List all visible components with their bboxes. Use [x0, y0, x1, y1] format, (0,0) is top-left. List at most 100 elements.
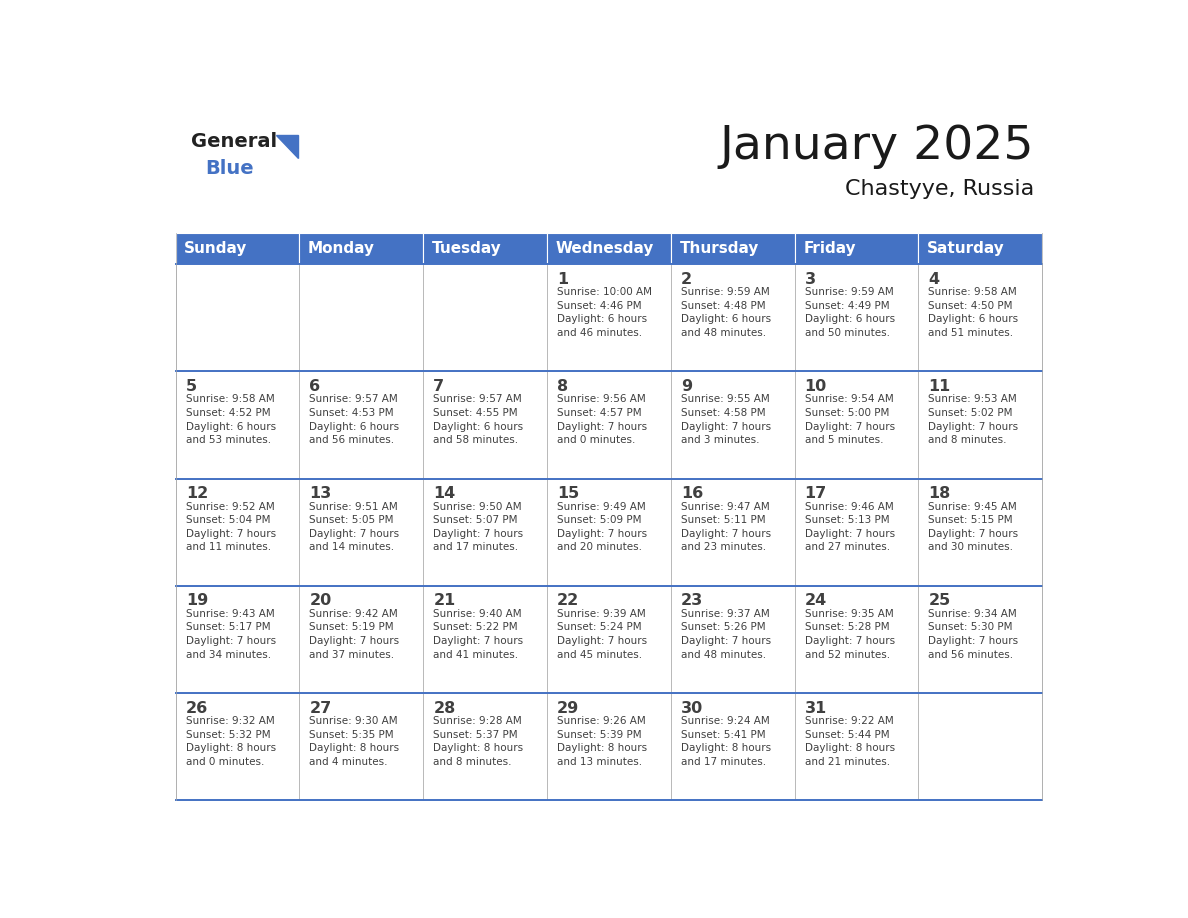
Bar	[918, 372, 1042, 478]
Text: 29: 29	[557, 700, 580, 716]
Bar	[423, 264, 546, 372]
Text: Thursday: Thursday	[680, 241, 759, 256]
Text: Sunrise: 9:32 AM
Sunset: 5:32 PM
Daylight: 8 hours
and 0 minutes.: Sunrise: 9:32 AM Sunset: 5:32 PM Dayligh…	[185, 716, 276, 767]
Text: 25: 25	[928, 593, 950, 609]
Text: Sunrise: 9:47 AM
Sunset: 5:11 PM
Daylight: 7 hours
and 23 minutes.: Sunrise: 9:47 AM Sunset: 5:11 PM Dayligh…	[681, 501, 771, 553]
Text: 16: 16	[681, 487, 703, 501]
Text: General: General	[191, 131, 277, 151]
Text: Sunrise: 9:57 AM
Sunset: 4:55 PM
Daylight: 6 hours
and 58 minutes.: Sunrise: 9:57 AM Sunset: 4:55 PM Dayligh…	[434, 395, 524, 445]
Bar	[918, 233, 1042, 264]
Bar	[176, 233, 299, 264]
Bar	[299, 586, 423, 693]
Text: January 2025: January 2025	[720, 124, 1035, 169]
Bar	[918, 586, 1042, 693]
Text: Sunrise: 9:58 AM
Sunset: 4:50 PM
Daylight: 6 hours
and 51 minutes.: Sunrise: 9:58 AM Sunset: 4:50 PM Dayligh…	[928, 287, 1018, 338]
Bar	[423, 478, 546, 586]
Text: Sunrise: 9:56 AM
Sunset: 4:57 PM
Daylight: 7 hours
and 0 minutes.: Sunrise: 9:56 AM Sunset: 4:57 PM Dayligh…	[557, 395, 647, 445]
Text: 5: 5	[185, 379, 197, 394]
Text: Sunrise: 9:22 AM
Sunset: 5:44 PM
Daylight: 8 hours
and 21 minutes.: Sunrise: 9:22 AM Sunset: 5:44 PM Dayligh…	[804, 716, 895, 767]
Bar	[671, 264, 795, 372]
Text: Sunrise: 9:39 AM
Sunset: 5:24 PM
Daylight: 7 hours
and 45 minutes.: Sunrise: 9:39 AM Sunset: 5:24 PM Dayligh…	[557, 609, 647, 660]
Text: Sunrise: 9:30 AM
Sunset: 5:35 PM
Daylight: 8 hours
and 4 minutes.: Sunrise: 9:30 AM Sunset: 5:35 PM Dayligh…	[310, 716, 399, 767]
Bar	[423, 586, 546, 693]
Text: 17: 17	[804, 487, 827, 501]
Text: 2: 2	[681, 272, 691, 286]
Text: Sunrise: 9:37 AM
Sunset: 5:26 PM
Daylight: 7 hours
and 48 minutes.: Sunrise: 9:37 AM Sunset: 5:26 PM Dayligh…	[681, 609, 771, 660]
Text: 12: 12	[185, 487, 208, 501]
Bar	[546, 693, 671, 800]
Text: 26: 26	[185, 700, 208, 716]
Bar	[176, 586, 299, 693]
Text: 24: 24	[804, 593, 827, 609]
Bar	[423, 693, 546, 800]
Bar	[299, 233, 423, 264]
Bar	[176, 693, 299, 800]
Bar	[423, 233, 546, 264]
Bar	[299, 478, 423, 586]
Text: Sunrise: 9:42 AM
Sunset: 5:19 PM
Daylight: 7 hours
and 37 minutes.: Sunrise: 9:42 AM Sunset: 5:19 PM Dayligh…	[310, 609, 399, 660]
Text: 31: 31	[804, 700, 827, 716]
Bar	[671, 586, 795, 693]
Text: Sunrise: 9:55 AM
Sunset: 4:58 PM
Daylight: 7 hours
and 3 minutes.: Sunrise: 9:55 AM Sunset: 4:58 PM Dayligh…	[681, 395, 771, 445]
Bar	[546, 586, 671, 693]
Text: 30: 30	[681, 700, 703, 716]
Text: Tuesday: Tuesday	[432, 241, 501, 256]
Bar	[546, 372, 671, 478]
Bar	[546, 478, 671, 586]
Polygon shape	[277, 135, 298, 158]
Text: 6: 6	[310, 379, 321, 394]
Text: Sunrise: 9:40 AM
Sunset: 5:22 PM
Daylight: 7 hours
and 41 minutes.: Sunrise: 9:40 AM Sunset: 5:22 PM Dayligh…	[434, 609, 524, 660]
Text: Sunrise: 9:58 AM
Sunset: 4:52 PM
Daylight: 6 hours
and 53 minutes.: Sunrise: 9:58 AM Sunset: 4:52 PM Dayligh…	[185, 395, 276, 445]
Text: Sunrise: 9:49 AM
Sunset: 5:09 PM
Daylight: 7 hours
and 20 minutes.: Sunrise: 9:49 AM Sunset: 5:09 PM Dayligh…	[557, 501, 647, 553]
Bar	[423, 372, 546, 478]
Bar	[299, 264, 423, 372]
Text: Sunrise: 9:54 AM
Sunset: 5:00 PM
Daylight: 7 hours
and 5 minutes.: Sunrise: 9:54 AM Sunset: 5:00 PM Dayligh…	[804, 395, 895, 445]
Bar	[795, 693, 918, 800]
Bar	[795, 478, 918, 586]
Bar	[795, 264, 918, 372]
Text: 22: 22	[557, 593, 580, 609]
Text: 18: 18	[928, 487, 950, 501]
Bar	[176, 478, 299, 586]
Text: 19: 19	[185, 593, 208, 609]
Bar	[918, 264, 1042, 372]
Text: Chastyye, Russia: Chastyye, Russia	[845, 179, 1035, 199]
Text: Sunrise: 9:43 AM
Sunset: 5:17 PM
Daylight: 7 hours
and 34 minutes.: Sunrise: 9:43 AM Sunset: 5:17 PM Dayligh…	[185, 609, 276, 660]
Text: Sunrise: 9:34 AM
Sunset: 5:30 PM
Daylight: 7 hours
and 56 minutes.: Sunrise: 9:34 AM Sunset: 5:30 PM Dayligh…	[928, 609, 1018, 660]
Text: 28: 28	[434, 700, 455, 716]
Text: 10: 10	[804, 379, 827, 394]
Text: 13: 13	[310, 487, 331, 501]
Text: Sunrise: 9:28 AM
Sunset: 5:37 PM
Daylight: 8 hours
and 8 minutes.: Sunrise: 9:28 AM Sunset: 5:37 PM Dayligh…	[434, 716, 524, 767]
Bar	[671, 693, 795, 800]
Text: Sunday: Sunday	[184, 241, 247, 256]
Text: 11: 11	[928, 379, 950, 394]
Text: Sunrise: 9:59 AM
Sunset: 4:49 PM
Daylight: 6 hours
and 50 minutes.: Sunrise: 9:59 AM Sunset: 4:49 PM Dayligh…	[804, 287, 895, 338]
Bar	[176, 372, 299, 478]
Bar	[918, 693, 1042, 800]
Text: Sunrise: 9:57 AM
Sunset: 4:53 PM
Daylight: 6 hours
and 56 minutes.: Sunrise: 9:57 AM Sunset: 4:53 PM Dayligh…	[310, 395, 399, 445]
Bar	[299, 693, 423, 800]
Text: 21: 21	[434, 593, 455, 609]
Text: Wednesday: Wednesday	[556, 241, 655, 256]
Text: 15: 15	[557, 487, 580, 501]
Text: Monday: Monday	[308, 241, 375, 256]
Text: 27: 27	[310, 700, 331, 716]
Text: 9: 9	[681, 379, 691, 394]
Bar	[546, 233, 671, 264]
Bar	[299, 372, 423, 478]
Text: 7: 7	[434, 379, 444, 394]
Text: Sunrise: 9:45 AM
Sunset: 5:15 PM
Daylight: 7 hours
and 30 minutes.: Sunrise: 9:45 AM Sunset: 5:15 PM Dayligh…	[928, 501, 1018, 553]
Text: Sunrise: 9:35 AM
Sunset: 5:28 PM
Daylight: 7 hours
and 52 minutes.: Sunrise: 9:35 AM Sunset: 5:28 PM Dayligh…	[804, 609, 895, 660]
Text: Sunrise: 9:59 AM
Sunset: 4:48 PM
Daylight: 6 hours
and 48 minutes.: Sunrise: 9:59 AM Sunset: 4:48 PM Dayligh…	[681, 287, 771, 338]
Text: 3: 3	[804, 272, 816, 286]
Text: Blue: Blue	[206, 159, 254, 178]
Text: 1: 1	[557, 272, 568, 286]
Bar	[671, 233, 795, 264]
Text: 23: 23	[681, 593, 703, 609]
Text: 8: 8	[557, 379, 568, 394]
Text: 4: 4	[928, 272, 940, 286]
Bar	[671, 372, 795, 478]
Text: Sunrise: 9:51 AM
Sunset: 5:05 PM
Daylight: 7 hours
and 14 minutes.: Sunrise: 9:51 AM Sunset: 5:05 PM Dayligh…	[310, 501, 399, 553]
Text: Friday: Friday	[803, 241, 855, 256]
Text: Sunrise: 10:00 AM
Sunset: 4:46 PM
Daylight: 6 hours
and 46 minutes.: Sunrise: 10:00 AM Sunset: 4:46 PM Daylig…	[557, 287, 652, 338]
